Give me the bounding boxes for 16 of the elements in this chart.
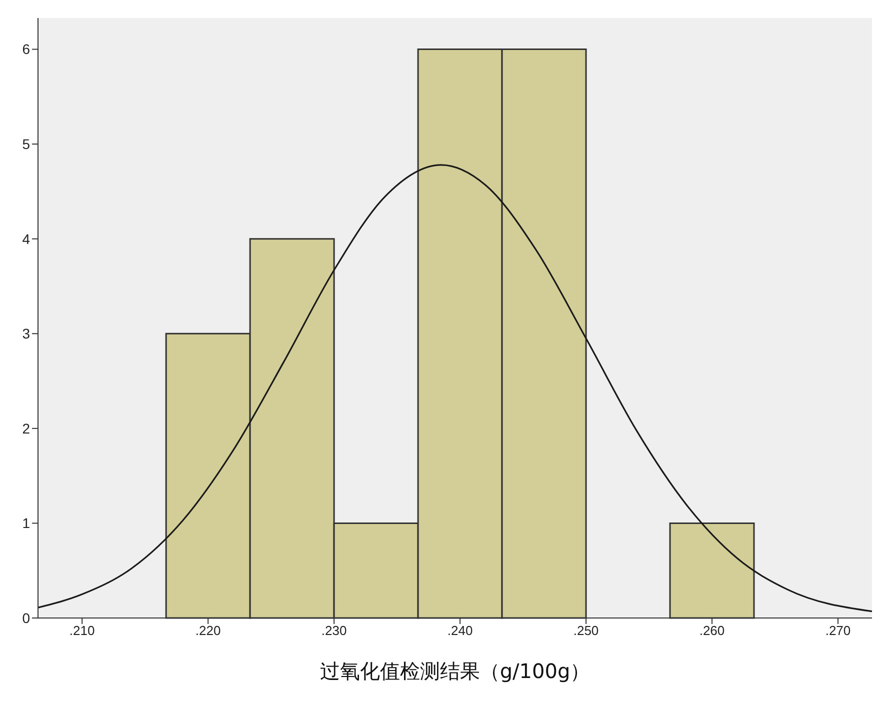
y-tick-label: 4 (22, 230, 30, 247)
x-tick-label: .250 (573, 623, 599, 638)
y-tick-label: 6 (22, 41, 30, 58)
x-tick-label: .210 (69, 623, 95, 638)
x-axis-title: 过氧化值检测结果（g/100g） (320, 659, 590, 683)
x-tick-label: .230 (321, 623, 347, 638)
y-tick-label: 0 (22, 610, 30, 626)
x-tick-label: .270 (825, 623, 851, 638)
y-tick-label: 5 (22, 136, 30, 152)
x-tick-label: .240 (447, 623, 473, 638)
x-tick-label: .220 (195, 623, 221, 638)
y-tick-label: 3 (22, 326, 30, 342)
y-tick-label: 1 (22, 515, 30, 532)
line-series (38, 164, 872, 612)
x-tick-label: .260 (699, 623, 725, 638)
y-tick-label: 2 (22, 420, 30, 436)
